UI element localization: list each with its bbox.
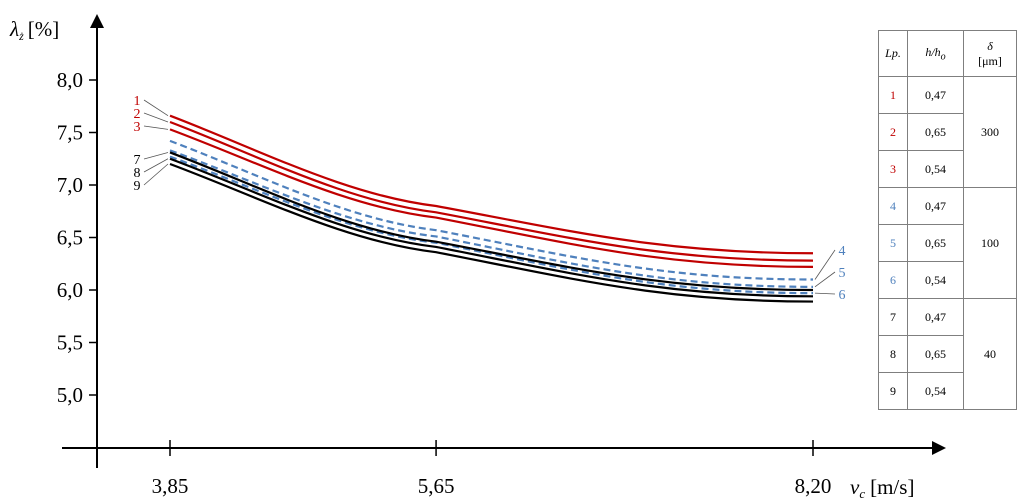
legend-h-cell: 0,65 [907,113,964,151]
x-tick-label: 8,20 [795,474,832,498]
y-tick-label: 6,5 [57,226,83,250]
y-axis-title: λż [%] [9,17,59,43]
legend-lp-cell: 3 [878,150,908,188]
curve-labels: 123 789 4 5 6 [134,94,846,303]
legend-lp-cell: 6 [878,261,908,299]
curve-label-5: 5 [839,266,846,281]
leader-line-2 [143,112,169,123]
y-tick-label: 7,0 [57,173,83,197]
leader-line-5 [814,271,836,288]
series-line-1 [169,114,814,255]
legend-lp-cell: 4 [878,187,908,225]
series-line-3 [169,128,814,268]
legend-lp-cell: 7 [878,298,908,336]
leader-line-9 [143,163,169,186]
x-tick-label: 3,85 [152,474,189,498]
series-line-2 [169,120,814,262]
series-line-7 [169,151,814,292]
legend-h-cell: 0,54 [907,372,964,410]
legend-row: 9 0,54 [878,372,1017,410]
legend-h-cell: 0,65 [907,224,964,262]
x-tick-label: 5,65 [418,474,455,498]
leader-line-4 [814,249,836,280]
curve-label-8: 8 [134,166,141,181]
leader-line-6 [814,292,836,295]
y-tick-label: 8,0 [57,68,83,92]
legend-row: 2 0,65 [878,113,1017,151]
legend-row: 4 0,47 100 [878,187,1017,299]
axes [62,14,946,468]
series-line-4 [169,139,814,281]
y-tick-label: 5,0 [57,383,83,407]
x-axis-title: vc [m/s] [850,475,914,501]
curve-label-6: 6 [839,288,846,303]
curve-label-7: 7 [134,153,141,168]
y-tick-label: 7,5 [57,121,83,145]
legend-delta-cell: 300 [963,76,1017,188]
y-tick-label: 6,0 [57,278,83,302]
legend-h-cell: 0,47 [907,187,964,225]
leader-line-3 [143,125,169,130]
curve-label-4: 4 [839,244,846,259]
legend-header-delta: δ [μm] [963,30,1017,77]
legend-lp-cell: 2 [878,113,908,151]
curve-label-2: 2 [134,107,141,122]
legend-h-cell: 0,54 [907,261,964,299]
series-line-5 [169,149,814,288]
legend-lp-cell: 5 [878,224,908,262]
legend-header-h: h/ho [907,30,964,77]
legend-delta-cell: 40 [963,298,1017,410]
series-line-8 [169,157,814,298]
leader-line-7 [143,152,169,160]
legend-lp-cell: 9 [878,372,908,410]
y-tick-label: 5,5 [57,331,83,355]
curve-label-1: 1 [134,94,141,109]
curve-label-9: 9 [134,179,141,194]
series-line-9 [169,162,814,303]
curves [169,114,814,303]
legend-row: 7 0,47 40 [878,298,1017,410]
legend-delta-cell: 100 [963,187,1017,299]
leader-line-1 [143,99,169,117]
legend-row: 6 0,54 [878,261,1017,299]
series-line-6 [169,155,814,295]
legend-lp-cell: 8 [878,335,908,373]
legend-header-lp: Lp. [878,30,908,77]
legend-h-cell: 0,54 [907,150,964,188]
legend-h-cell: 0,47 [907,298,964,336]
legend-h-cell: 0,47 [907,76,964,114]
legend-row: 1 0,47 300 [878,76,1017,188]
ticks: 5,0 5,5 6,0 6,5 7,0 7,5 8,0 3,85 5,65 8,20 [57,68,832,498]
legend-h-cell: 0,65 [907,335,964,373]
legend-table: Lp. h/ho δ [μm] 1 0,47 300 2 0,65 3 0,54 4 0,47 10… [878,30,1017,410]
legend-lp-cell: 1 [878,76,908,114]
curve-label-3: 3 [134,120,141,135]
legend-row: 3 0,54 [878,150,1017,188]
leader-line-8 [143,158,169,173]
legend-row: 5 0,65 [878,224,1017,262]
legend-row: 8 0,65 [878,335,1017,373]
